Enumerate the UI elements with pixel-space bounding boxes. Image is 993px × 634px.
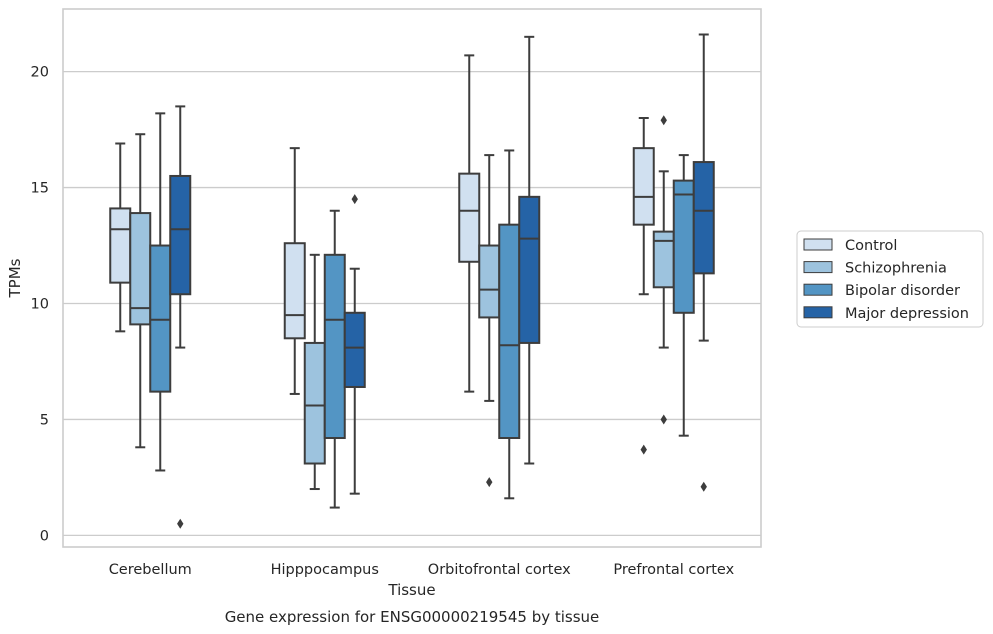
x-tick-label-hipppocampus: Hipppocampus — [271, 562, 379, 578]
iqr-box — [323, 253, 346, 440]
x-tick-label-cerebellum: Cerebellum — [109, 562, 192, 578]
box-orbitofrontal-cortex-schizophrenia — [478, 154, 501, 488]
y-tick-label-20: 20 — [31, 65, 49, 81]
iqr-box — [109, 207, 132, 284]
y-tick-label-10: 10 — [31, 297, 49, 313]
y-tick-label-5: 5 — [40, 412, 49, 428]
legend: Control Schizophrenia Bipolar disorder Majo… — [796, 230, 984, 328]
box-hipppocampus-major-depression — [343, 194, 366, 495]
chart-caption: Gene expression for ENSG00000219545 by t… — [225, 608, 600, 626]
outlier-point — [700, 481, 707, 492]
x-axis-ticks: Cerebellum Hipppocampus Orbitofrontal cort… — [109, 562, 735, 578]
outlier-point — [640, 444, 647, 455]
outlier-point — [177, 518, 184, 529]
box-prefrontal-cortex-control — [632, 116, 655, 455]
legend-frame — [796, 230, 984, 328]
iqr-box — [632, 147, 655, 226]
box-groups — [109, 33, 715, 529]
iqr-box — [303, 341, 326, 465]
outlier-point — [486, 477, 493, 488]
box-hipppocampus-schizophrenia — [303, 253, 326, 491]
iqr-box — [169, 174, 192, 296]
legend-swatch-major-depression — [803, 306, 833, 319]
outlier-point — [660, 115, 667, 126]
box-cerebellum-bipolar-disorder — [149, 112, 172, 472]
iqr-box — [343, 311, 366, 388]
iqr-box — [518, 195, 541, 344]
legend-label-major-depression: Major depression — [845, 306, 969, 322]
y-axis-label: TPMs — [6, 258, 24, 298]
box-hipppocampus-bipolar-disorder — [323, 209, 346, 509]
plot-area-frame — [62, 8, 762, 548]
iqr-box — [498, 223, 521, 440]
legend-label-schizophrenia: Schizophrenia — [845, 261, 947, 277]
x-axis-label: Tissue — [387, 581, 435, 599]
legend-swatch-schizophrenia — [803, 261, 833, 274]
box-prefrontal-cortex-bipolar-disorder — [672, 154, 695, 437]
iqr-box — [672, 179, 695, 314]
legend-swatch-bipolar-disorder — [803, 283, 833, 296]
legend-label-bipolar-disorder: Bipolar disorder — [845, 283, 960, 299]
box-cerebellum-schizophrenia — [129, 133, 152, 449]
iqr-box — [478, 244, 501, 319]
box-hipppocampus-control — [283, 147, 306, 395]
y-axis-ticks: 0 5 10 15 20 — [31, 65, 49, 545]
x-tick-label-prefrontal-cortex: Prefrontal cortex — [613, 562, 734, 578]
iqr-box — [458, 172, 481, 263]
y-tick-label-15: 15 — [31, 181, 49, 197]
legend-swatch-control — [803, 238, 833, 251]
iqr-box — [149, 244, 172, 393]
x-tick-label-orbitofrontal-cortex: Orbitofrontal cortex — [428, 562, 571, 578]
iqr-box — [692, 161, 715, 275]
legend-label-control: Control — [845, 238, 897, 254]
outlier-point — [660, 414, 667, 425]
box-orbitofrontal-cortex-control — [458, 54, 481, 393]
box-orbitofrontal-cortex-major-depression — [518, 35, 541, 465]
iqr-box — [283, 242, 306, 340]
y-tick-label-0: 0 — [40, 528, 49, 544]
box-cerebellum-major-depression — [169, 105, 192, 529]
box-prefrontal-cortex-schizophrenia — [652, 115, 675, 425]
outlier-point — [351, 194, 358, 205]
box-prefrontal-cortex-major-depression — [692, 33, 715, 492]
box-orbitofrontal-cortex-bipolar-disorder — [498, 149, 521, 500]
